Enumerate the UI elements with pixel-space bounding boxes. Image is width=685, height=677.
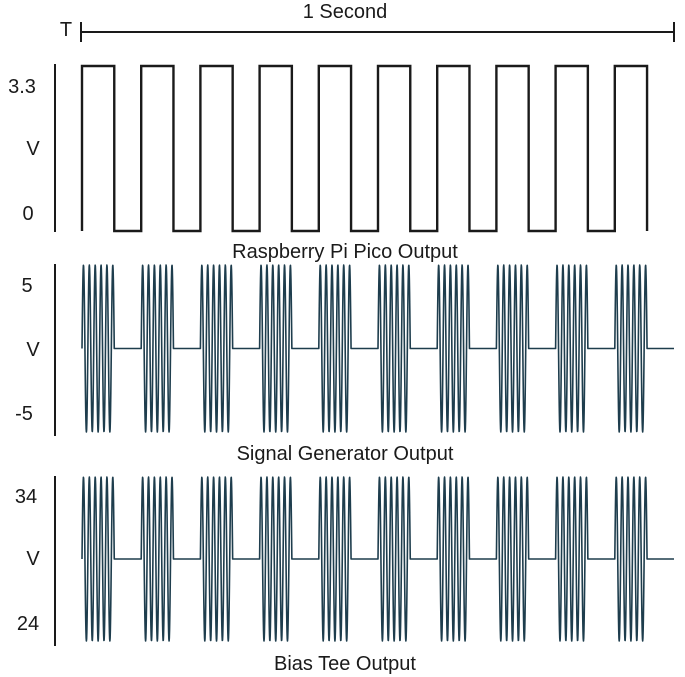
y-label-top: 34 xyxy=(15,486,37,508)
square-wave xyxy=(80,64,649,233)
panel-signal-generator: 5 V -5 Signal Generator Output xyxy=(15,264,674,465)
panel-pico: 3.3 V 0 Raspberry Pi Pico Output xyxy=(8,64,649,263)
y-label-unit: V xyxy=(26,339,40,361)
panel-bias-tee: 34 V 24 Bias Tee Output xyxy=(15,476,674,675)
gated-sine-wave xyxy=(81,476,674,642)
y-label-unit: V xyxy=(26,138,40,160)
gated-sine-wave xyxy=(81,264,674,433)
y-label-bottom: -5 xyxy=(15,403,33,425)
period-span-label: 1 Second xyxy=(303,1,388,23)
y-label-top: 5 xyxy=(21,275,32,297)
panel-caption: Signal Generator Output xyxy=(237,443,454,465)
period-label: T xyxy=(60,19,72,41)
y-label-bottom: 0 xyxy=(22,203,33,225)
y-label-unit: V xyxy=(26,548,40,570)
panel-caption: Raspberry Pi Pico Output xyxy=(232,241,458,263)
y-label-top: 3.3 xyxy=(8,76,36,98)
y-label-bottom: 24 xyxy=(17,613,39,635)
period-marker: T 1 Second xyxy=(60,1,675,42)
panel-caption: Bias Tee Output xyxy=(274,653,416,675)
